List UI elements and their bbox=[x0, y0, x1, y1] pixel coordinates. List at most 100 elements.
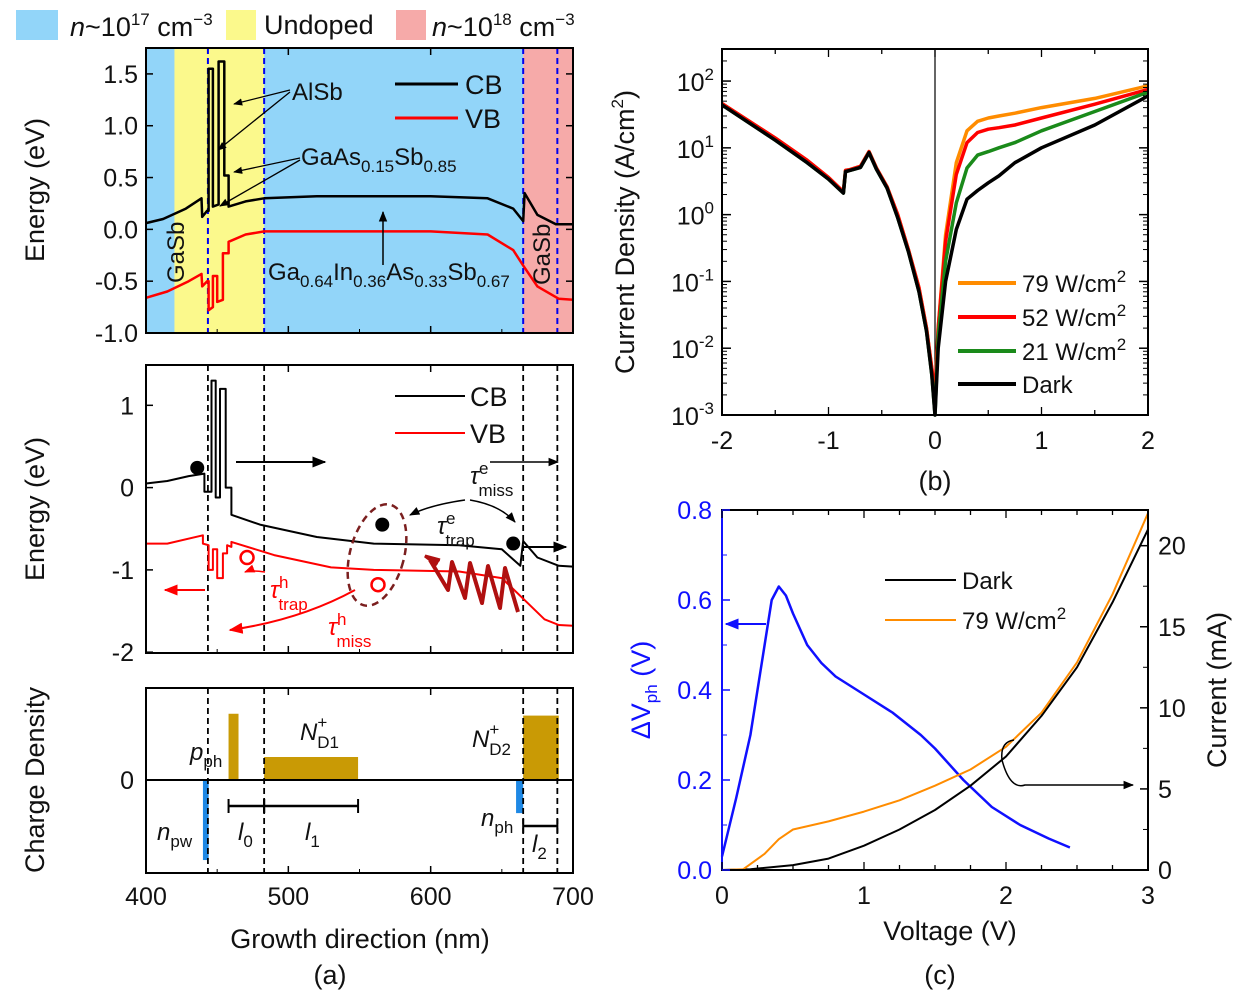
y-tick-label: -0.5 bbox=[95, 268, 138, 296]
cb-line bbox=[145, 379, 574, 568]
y-tick-label: -1.0 bbox=[95, 320, 138, 348]
legend-label-dark: Dark bbox=[962, 568, 1014, 595]
arrow-right-axis bbox=[1001, 739, 1135, 790]
y-tick-label: -2 bbox=[112, 639, 134, 667]
electron-dot bbox=[506, 536, 521, 551]
y-tick-label: 0.0 bbox=[103, 216, 138, 244]
c-legend: Dark 79 W/cm2 bbox=[885, 568, 1066, 635]
label-gaassb: GaAs0.15Sb0.85 bbox=[301, 144, 457, 176]
label-p-ph: pph bbox=[189, 739, 222, 771]
y-right-tick-label: 5 bbox=[1158, 776, 1172, 804]
x-tick-label: 1 bbox=[857, 882, 871, 910]
label-gasb-left: GaSb bbox=[163, 222, 190, 283]
y-right-tick-label: 20 bbox=[1158, 533, 1186, 561]
legend-label-cb: CB bbox=[470, 382, 508, 412]
arrow-alsb-2 bbox=[217, 91, 291, 151]
charge-bar-n_pw bbox=[202, 780, 209, 861]
hole-circle bbox=[370, 576, 386, 593]
y-tick-label: 1.5 bbox=[103, 61, 138, 89]
x-tick-label: 600 bbox=[410, 883, 452, 911]
label-tau-trap-e: τe trap bbox=[437, 509, 475, 550]
label-alsb: AlSb bbox=[292, 79, 343, 106]
x-tick-label: -2 bbox=[711, 427, 733, 455]
legend-label-79: 79 W/cm2 bbox=[962, 604, 1066, 635]
cb-line bbox=[145, 60, 573, 226]
y-left-tick-label: 0.8 bbox=[677, 497, 712, 525]
y-tick-label: 0 bbox=[120, 475, 134, 503]
y-tick-label: 10-3 bbox=[671, 399, 714, 431]
legend-label-n17: n~1017 cm−3 bbox=[70, 10, 213, 42]
y-tick-label: 10-1 bbox=[671, 265, 714, 297]
arrow-tau-trap-e bbox=[469, 499, 516, 523]
label-tau-trap-h: τh trap bbox=[270, 573, 308, 614]
y-tick-label: 101 bbox=[677, 132, 714, 164]
arrow-tau-trap-h bbox=[244, 564, 266, 573]
legend-label-vb: VB bbox=[465, 104, 501, 134]
hole-circle bbox=[239, 549, 255, 566]
label-nd2: N+ D2 bbox=[472, 720, 511, 759]
b-caption: (b) bbox=[919, 466, 952, 496]
c-ylabel-right: Current (mA) bbox=[1202, 612, 1232, 768]
y-tick-label: 0.5 bbox=[103, 165, 138, 193]
x-tick-label: 400 bbox=[125, 883, 167, 911]
a-mid-ylabel: Energy (eV) bbox=[20, 437, 50, 581]
y-tick-label: -1 bbox=[112, 557, 134, 585]
plot-frame bbox=[145, 364, 574, 654]
label-n-pw: npw bbox=[157, 819, 193, 851]
x-tick-label: 2 bbox=[999, 882, 1013, 910]
arrow-alsb-1 bbox=[233, 89, 291, 106]
x-tick-label: 0 bbox=[715, 882, 729, 910]
doping-region bbox=[264, 48, 524, 333]
electron-dot bbox=[375, 517, 390, 532]
x-tick-label: 700 bbox=[552, 883, 594, 911]
arrow-gaassb-2 bbox=[219, 159, 301, 207]
photon-arrow-head-icon bbox=[424, 554, 441, 567]
plot-frame bbox=[721, 509, 1149, 871]
x-tick-label: 0 bbox=[928, 427, 942, 455]
doping-region bbox=[146, 48, 175, 333]
c-caption: (c) bbox=[924, 960, 955, 990]
doping-region bbox=[523, 48, 573, 333]
x-tick-label: 3 bbox=[1141, 882, 1155, 910]
panel-a-charge: 400 500 600 700 0 bbox=[120, 687, 594, 911]
arrow-tau-miss-h bbox=[228, 589, 356, 634]
panel-b-jv: -2 -1 0 1 2 102 101 100 10-1 10-2 10-3 bbox=[671, 48, 1155, 455]
charge-bar-p_ph bbox=[228, 713, 239, 780]
y-tick-label: 10-2 bbox=[671, 332, 714, 364]
label-gainassb: Ga0.64In0.36As0.33Sb0.67 bbox=[268, 259, 510, 291]
photon-zigzag-icon bbox=[428, 558, 520, 613]
panel-a-band-middle: 1 0 -1 -2 bbox=[112, 364, 574, 667]
charge-bar-n_d1 bbox=[264, 757, 359, 780]
legend-label-cb: CB bbox=[465, 70, 503, 100]
x-tick-label: -1 bbox=[817, 427, 839, 455]
label-tau-miss-h: τh miss bbox=[328, 610, 371, 651]
c-ylabel-left: ΔVph (V) bbox=[626, 641, 661, 739]
y-tick-label: 102 bbox=[677, 65, 714, 97]
a-mid-legend: CB VB bbox=[395, 382, 508, 449]
y-right-tick-label: 15 bbox=[1158, 614, 1186, 642]
x-tick-label: 500 bbox=[267, 883, 309, 911]
label-gasb-right: GaSb bbox=[529, 224, 556, 285]
legend-swatch-n17 bbox=[16, 10, 58, 40]
x-tick-label: 2 bbox=[1141, 427, 1155, 455]
legend-label-vb: VB bbox=[470, 419, 506, 449]
label-n-ph: nph bbox=[481, 805, 513, 837]
panel-c-photovoltage: 0 1 2 3 0.0 0.2 0.4 0.6 0.8 0 5 10 15 20 bbox=[677, 497, 1186, 910]
y-tick-label: 0 bbox=[120, 767, 134, 795]
label-l0: l0 bbox=[238, 819, 253, 851]
a-bottom-ylabel: Charge Density bbox=[20, 686, 50, 873]
legend-label-79: 79 W/cm2 bbox=[1022, 267, 1126, 298]
label-l1: l1 bbox=[305, 819, 320, 851]
vb-line bbox=[145, 230, 574, 312]
y-tick-label: 1 bbox=[120, 392, 134, 420]
a-top-legend: CB VB bbox=[395, 70, 503, 134]
legend-label-52: 52 W/cm2 bbox=[1022, 301, 1126, 332]
current-79-line bbox=[721, 512, 1149, 871]
a-caption: (a) bbox=[314, 960, 347, 990]
x-tick-label: 1 bbox=[1035, 427, 1049, 455]
legend-label-undoped: Undoped bbox=[264, 10, 374, 40]
legend-label-21: 21 W/cm2 bbox=[1022, 335, 1126, 366]
label-nd1: N+ D1 bbox=[300, 713, 339, 752]
arrow-gaassb-1 bbox=[233, 157, 301, 174]
c-xlabel: Voltage (V) bbox=[883, 916, 1017, 946]
